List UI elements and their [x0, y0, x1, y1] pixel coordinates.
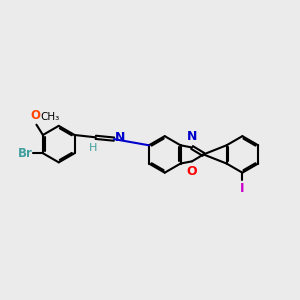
- Text: Br: Br: [17, 147, 32, 160]
- Text: O: O: [30, 109, 40, 122]
- Text: N: N: [115, 131, 125, 144]
- Text: O: O: [187, 166, 197, 178]
- Text: H: H: [89, 142, 98, 153]
- Text: I: I: [240, 182, 244, 194]
- Text: CH₃: CH₃: [40, 112, 60, 122]
- Text: N: N: [187, 130, 197, 143]
